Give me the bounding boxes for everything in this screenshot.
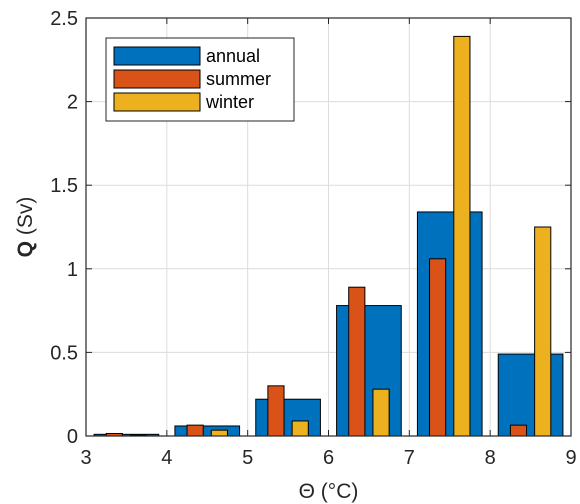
y-tick-label: 2 — [67, 92, 78, 114]
bar-summer — [348, 286, 366, 437]
x-tick-label: 3 — [80, 447, 91, 469]
bar-winter — [372, 388, 390, 437]
y-tick-label: 0 — [67, 426, 78, 448]
bar-summer — [509, 424, 528, 437]
bar-annual — [255, 398, 321, 437]
legend-swatch-summer — [113, 69, 201, 89]
legend-label-winter: winter — [205, 92, 254, 112]
x-tick-label: 6 — [323, 447, 334, 469]
bar-winter — [210, 429, 228, 437]
y-axis-label: Q (Sv) — [14, 197, 37, 258]
bar-summer — [186, 424, 204, 437]
x-tick-label: 4 — [161, 447, 172, 469]
legend-swatch-winter — [113, 92, 201, 112]
tick-labels: 3 4 5 6 7 8 9 0 0.5 1 1.5 2 2.5 — [50, 8, 576, 469]
bar-annual — [497, 353, 564, 437]
y-axis-label-unit: (Sv) — [14, 197, 37, 241]
bar-winter — [291, 420, 309, 437]
y-tick-label: 0.5 — [50, 342, 78, 364]
bars — [93, 35, 564, 437]
axes — [85, 17, 572, 437]
bar-summer — [429, 258, 447, 437]
legend: annual summer winter — [105, 37, 295, 122]
bar-annual — [416, 211, 483, 437]
x-tick-label: 7 — [404, 447, 415, 469]
x-axis-label: Θ (°C) — [299, 480, 359, 503]
y-axis-label-symbol: Q — [14, 241, 37, 257]
y-tick-label: 2.5 — [50, 8, 78, 30]
bar-annual — [174, 425, 241, 437]
x-tick-label: 9 — [565, 447, 576, 469]
x-tick-label: 8 — [485, 447, 496, 469]
bar-winter — [534, 226, 552, 437]
legend-label-summer: summer — [206, 69, 271, 89]
legend-swatch-annual — [113, 46, 201, 66]
bar-winter — [453, 35, 471, 437]
bar-summer — [267, 385, 285, 437]
bar-annual — [336, 305, 402, 437]
y-tick-label: 1.5 — [50, 175, 78, 197]
legend-label-annual: annual — [206, 46, 260, 66]
x-tick-label: 5 — [242, 447, 253, 469]
y-tick-label: 1 — [67, 259, 78, 281]
